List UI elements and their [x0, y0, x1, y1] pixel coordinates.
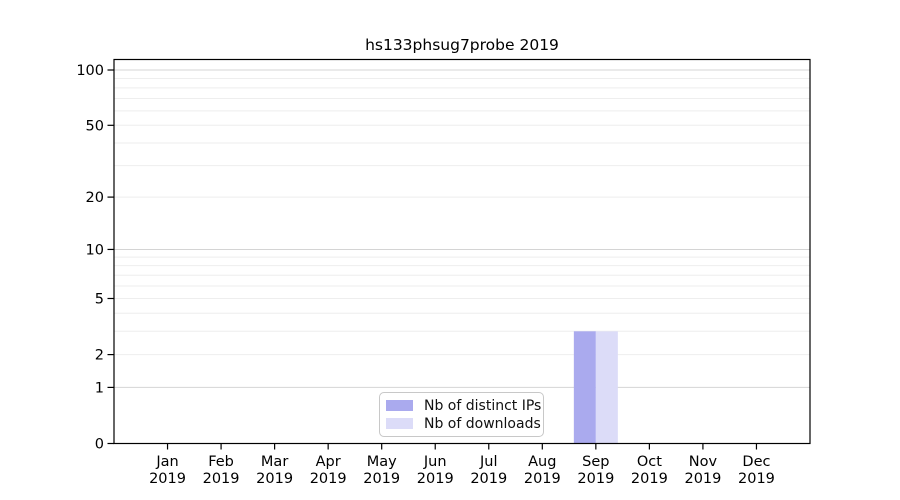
- x-tick-label-year: 2019: [417, 471, 454, 487]
- y-tick-label: 2: [95, 348, 104, 364]
- x-tick-label-year: 2019: [310, 471, 347, 487]
- x-tick-label-month: Nov: [689, 454, 718, 470]
- x-tick-label-year: 2019: [203, 471, 240, 487]
- legend-item-downloads: Nb of downloads: [386, 417, 543, 431]
- x-tick-label-year: 2019: [256, 471, 293, 487]
- y-tick-label: 50: [86, 118, 104, 134]
- x-tick-label-year: 2019: [631, 471, 668, 487]
- x-tick-label-month: May: [367, 454, 397, 470]
- x-tick-label-year: 2019: [470, 471, 507, 487]
- x-tick-label-month: Jun: [423, 454, 447, 470]
- y-tick-label: 0: [95, 437, 104, 453]
- legend-label-distinct-ips: Nb of distinct IPs: [424, 397, 542, 414]
- x-tick-label-month: Feb: [208, 454, 234, 470]
- legend-swatch-downloads: [386, 418, 413, 429]
- bar-sep-distinct-ips: [573, 331, 596, 444]
- x-tick-label-year: 2019: [738, 471, 775, 487]
- x-tick-label-month: Aug: [528, 454, 556, 470]
- y-tick-label: 5: [95, 291, 104, 307]
- y-tick-label: 10: [86, 242, 104, 258]
- legend: Nb of distinct IPs Nb of downloads: [379, 392, 544, 437]
- x-tick-label-month: Apr: [316, 454, 341, 470]
- y-tick-label: 20: [86, 190, 104, 206]
- legend-swatch-distinct-ips: [386, 400, 413, 411]
- legend-item-distinct-ips: Nb of distinct IPs: [386, 399, 543, 413]
- x-tick-label-month: Dec: [742, 454, 770, 470]
- chart-title: hs133phsug7probe 2019: [365, 36, 559, 54]
- x-tick-label-year: 2019: [684, 471, 721, 487]
- x-tick-label-year: 2019: [363, 471, 400, 487]
- x-tick-label-month: Jan: [155, 454, 178, 470]
- x-tick-label-year: 2019: [577, 471, 614, 487]
- x-tick-label-month: Jul: [479, 454, 498, 470]
- plot-border: [113, 58, 811, 445]
- x-tick-label-month: Sep: [582, 454, 609, 470]
- x-tick-label-month: Mar: [261, 454, 288, 470]
- x-tick-label-year: 2019: [524, 471, 561, 487]
- y-tick-label: 1: [95, 380, 104, 396]
- x-tick-label-month: Oct: [637, 454, 662, 470]
- legend-label-downloads: Nb of downloads: [424, 415, 541, 432]
- x-tick-label-year: 2019: [149, 471, 186, 487]
- y-tick-label: 100: [76, 63, 104, 79]
- bar-sep-downloads: [595, 331, 618, 444]
